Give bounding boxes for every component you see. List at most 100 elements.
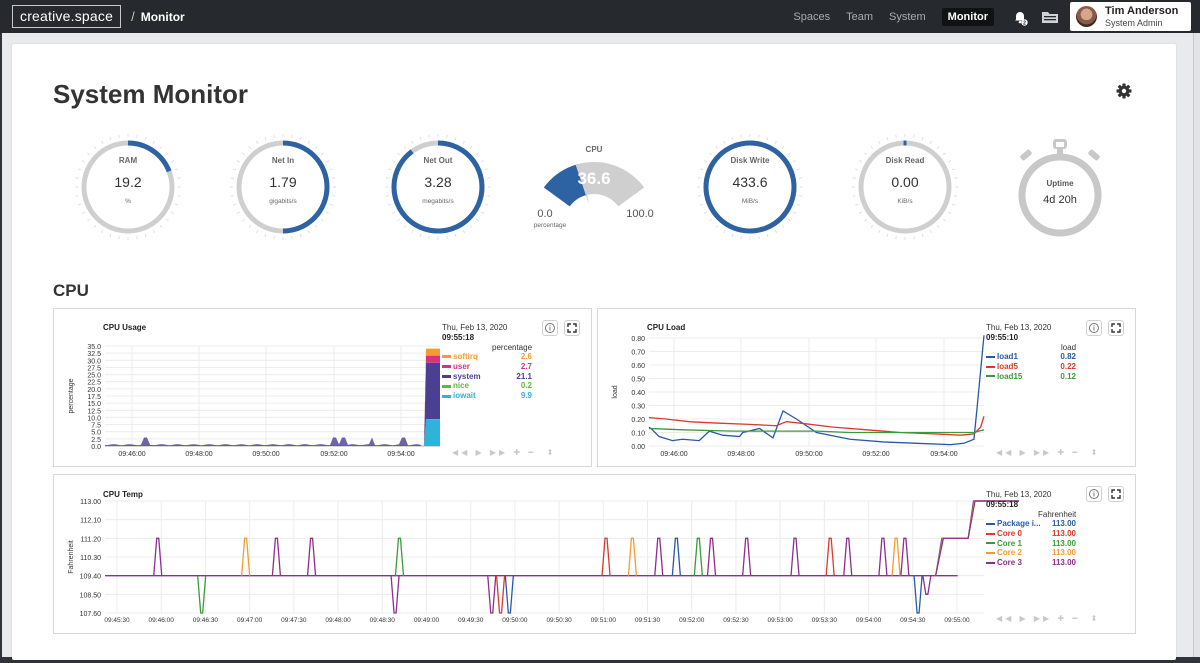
gauge-tick (852, 177, 856, 179)
net-out-unit: megabits/s (422, 198, 454, 205)
gauge-tick (788, 152, 791, 156)
legend-series-system[interactable]: system (442, 372, 481, 382)
x-tick-label: 09:52:00 (679, 617, 705, 624)
gauge-tick (929, 230, 932, 234)
legend-series-iowait[interactable]: iowait (442, 391, 476, 401)
chart-playback-controls[interactable]: ◀◀ ▶ ▶▶ ✚ ━ ⬍ (996, 448, 1101, 457)
gauge-tick (723, 140, 726, 144)
y-tick-label: 0.00 (631, 444, 645, 451)
gauge-tick (454, 137, 457, 141)
x-tick-label: 09:52:00 (862, 451, 889, 458)
x-tick-label: 09:49:30 (458, 617, 484, 624)
y-tick-label: 32.5 (87, 351, 101, 358)
gauge-tick (329, 168, 333, 171)
legend-value-load5: 0.22 (1060, 361, 1076, 371)
temp-end-line (935, 500, 1019, 576)
gauge-tick (709, 152, 712, 156)
fullscreen-button[interactable] (564, 320, 580, 336)
legend-series-1[interactable]: Core 0 (986, 529, 1022, 539)
temp-spike (487, 575, 497, 614)
legend-series-softirq[interactable]: softirq (442, 352, 478, 362)
temp-spike (601, 537, 611, 576)
gauge-tick (878, 140, 881, 144)
x-tick-label: 09:55:00 (944, 617, 970, 624)
load5-line (648, 416, 985, 436)
cpu-usage-legend: Thu, Feb 13, 2020 09:55:18 percentage so… (442, 323, 542, 400)
gauge-tick (793, 160, 797, 163)
chart-playback-controls[interactable]: ◀◀ ▶ ▶▶ ✚ ━ ⬍ (452, 448, 557, 457)
net-out-gauge-ring (385, 134, 491, 240)
gauge-tick (101, 230, 104, 234)
x-tick-label: 09:54:30 (900, 617, 926, 624)
gauge-tick (886, 233, 889, 237)
cpu-usage-chart: 0.02.55.07.510.012.515.017.520.022.525.0… (68, 344, 440, 458)
gauge-tick (428, 236, 430, 240)
legend-series-4[interactable]: Core 3 (986, 558, 1022, 568)
gauge-tick (230, 177, 234, 179)
cpu-load-legend: Thu, Feb 13, 2020 09:55:10 load load1 0.8… (986, 323, 1086, 381)
fullscreen-button[interactable] (1108, 320, 1124, 336)
legend-series-load15[interactable]: load15 (986, 372, 1022, 382)
temp-spike (504, 575, 514, 614)
scrollbar[interactable] (1193, 33, 1200, 663)
nav-system[interactable]: System (888, 10, 926, 23)
x-tick-label: 09:47:00 (237, 617, 263, 624)
gauge-tick (248, 146, 252, 149)
nav-spaces[interactable]: Spaces (793, 10, 831, 23)
legend-series-user[interactable]: user (442, 362, 470, 372)
gauge-tick (469, 146, 473, 149)
gauge-tick (858, 160, 862, 163)
gauge-tick (793, 211, 797, 214)
legend-series-2[interactable]: Core 1 (986, 539, 1022, 549)
gauge-tick (78, 203, 82, 206)
expand-icon (1111, 489, 1121, 499)
net-in-label: Net In (271, 156, 295, 165)
legend-series-0[interactable]: Package i... (986, 519, 1041, 529)
gauge-tick (299, 233, 302, 237)
gauge-tick (291, 236, 293, 240)
chart-playback-controls[interactable]: ◀◀ ▶ ▶▶ ✚ ━ ⬍ (996, 614, 1101, 623)
legend-series-load1[interactable]: load1 (986, 352, 1018, 362)
gauge-tick (230, 195, 234, 197)
temp-spike (495, 575, 506, 614)
breadcrumb-current[interactable]: Monitor (140, 9, 185, 24)
gauge-tick (81, 160, 85, 163)
gauge-tick (136, 134, 138, 138)
gauge-tick (299, 137, 302, 141)
notifications-button[interactable]: 2 (1008, 5, 1032, 29)
gauge-tick (314, 225, 318, 228)
nav-team[interactable]: Team (846, 10, 873, 23)
info-button[interactable] (542, 320, 558, 336)
net-in-unit: gigabits/s (269, 198, 297, 205)
legend-series-nice[interactable]: nice (442, 381, 469, 391)
gauge-tick (177, 177, 181, 179)
fullscreen-button[interactable] (1108, 486, 1124, 502)
gauge-tick (462, 140, 465, 144)
gauge-tick (332, 177, 336, 179)
gauge-tick (428, 134, 430, 138)
temp-spike (306, 537, 317, 576)
gauge-tick (397, 218, 400, 222)
ram-gauge: RAM 19.2 % (73, 132, 183, 242)
legend-series-load5[interactable]: load5 (986, 362, 1018, 372)
settings-button[interactable] (1115, 82, 1133, 100)
nav-monitor[interactable]: Monitor (941, 7, 994, 26)
info-button[interactable] (1086, 320, 1102, 336)
gauge-tick (858, 211, 862, 214)
info-icon (1089, 323, 1099, 333)
legend-series-3[interactable]: Core 2 (986, 548, 1022, 558)
cpu-min: 0.0 (537, 208, 552, 220)
files-button[interactable] (1038, 5, 1062, 29)
temp-spike (825, 537, 835, 576)
gauge-fill (391, 140, 485, 234)
gauge-tick (321, 152, 324, 156)
cpu-temp-panel: 107.60 108.50 109.40 110.30 111.20 112.10 113.… (53, 474, 1136, 634)
uptime-label: Uptime (1046, 179, 1074, 188)
legend-value-nice: 0.2 (520, 381, 532, 391)
x-tick-label: 09:54:00 (930, 451, 957, 458)
logo[interactable]: creative.space (12, 5, 122, 28)
x-tick-label: 09:48:00 (185, 451, 212, 458)
info-button[interactable] (1086, 486, 1102, 502)
user-menu[interactable]: Tim Anderson System Admin (1070, 2, 1191, 31)
avatar (1076, 6, 1097, 27)
